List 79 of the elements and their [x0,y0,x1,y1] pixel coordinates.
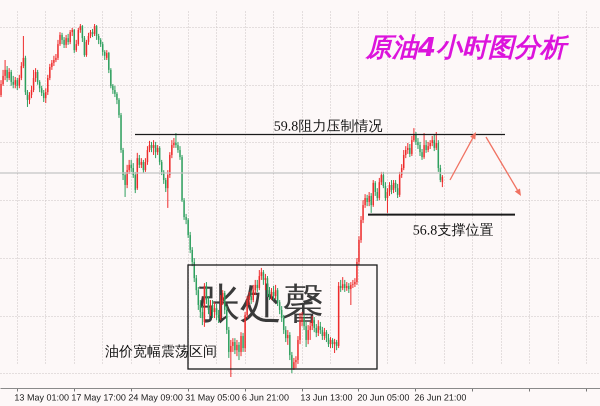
candlestick [16,78,18,91]
candlestick [372,180,374,208]
x-tick-label: 13 May 01:00 [14,392,69,402]
candlestick [423,132,425,160]
candlestick [150,141,152,153]
candlestick [156,144,158,156]
candlestick [69,30,71,45]
candlestick [324,327,326,340]
candlestick [238,342,240,361]
candlestick [240,332,242,357]
candlestick [425,140,427,154]
candlestick [287,330,289,346]
candlestick [8,68,10,81]
candlestick [332,338,334,349]
x-tick-label: 17 May 17:00 [71,392,126,402]
chart-title: 原油4小时图分析 [364,33,570,63]
candlestick [409,144,411,158]
candlestick [142,159,144,174]
candlestick [334,338,336,354]
candlestick [10,69,12,86]
candlestick [433,134,435,152]
x-tick-label: 26 Jun 21:00 [414,392,466,402]
candlestick [407,142,409,154]
candlestick [396,183,398,199]
x-tick-label: 31 May 05:00 [185,392,240,402]
candlestick [344,279,346,292]
candlestick [340,279,342,292]
candlestick [42,90,44,103]
x-tick-label: 24 May 09:00 [128,392,183,402]
candlestick [67,33,69,46]
candlestick [262,270,264,286]
candlestick [236,339,238,357]
candlestick [307,324,309,345]
candlestick [102,42,104,56]
candlestick [342,276,344,291]
candlestick [94,24,96,36]
candlestick [140,158,142,169]
candlestick [293,357,295,370]
candlestick [348,282,350,294]
candlestick [6,66,8,82]
candlestick [313,316,315,333]
candlestick [138,154,140,169]
annotation: 油价宽幅震荡区间 [105,344,217,360]
candlestick [65,34,67,49]
candlestick [96,24,98,40]
candlestick [328,333,330,348]
candlestick [126,164,128,189]
ref-line-label: 56.8支撑位置 [412,222,494,239]
candlestick [370,192,372,214]
candlestick [336,339,338,351]
candlestick [106,50,108,61]
ref-line-label: 59.8阻力压制情况 [274,118,382,134]
candlestick [350,282,352,306]
candlestick [318,320,320,337]
candlestick [442,174,444,188]
candlestick [63,36,65,49]
x-tick-label: 13 Jun 13:00 [300,392,352,402]
candlestick [53,55,55,67]
candlestick [230,339,232,378]
candlestick [419,141,421,157]
candlestick [392,180,394,194]
candlestick [390,180,392,195]
candlestick [154,141,156,159]
x-tick-label: 20 Jun 05:00 [357,392,410,402]
candlestick [14,76,16,89]
x-tick-label: 6 Jun 21:00 [242,392,289,402]
candlestick [61,32,63,45]
candlestick [73,28,75,54]
candlestick [242,332,244,352]
candlestick [366,194,368,207]
candlestick [326,330,328,343]
candlestick [330,336,332,349]
candlestick [368,192,370,207]
candlestick [234,338,236,355]
candlestick [152,140,154,156]
candlestick [436,132,438,151]
candlestick [322,326,324,340]
candlestick [427,141,429,153]
candlestick [431,135,433,147]
